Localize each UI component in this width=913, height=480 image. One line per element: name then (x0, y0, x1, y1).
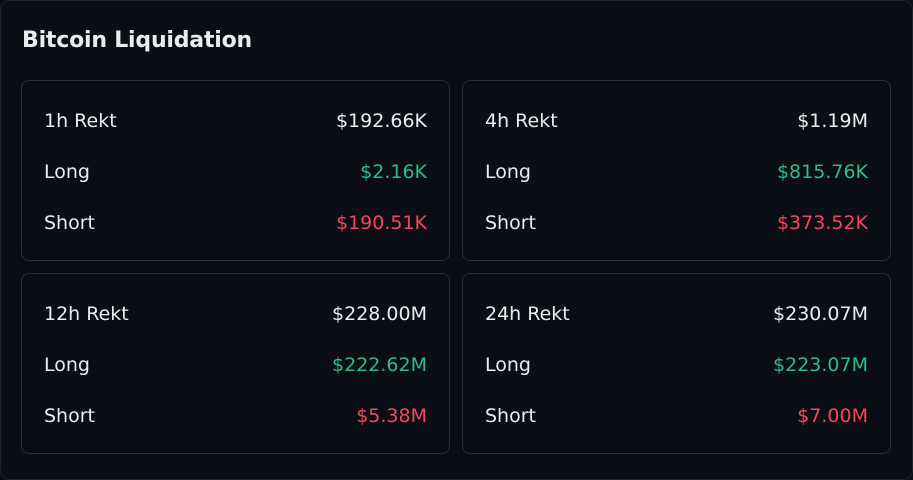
panel-title: Bitcoin Liquidation (22, 28, 252, 53)
short-label: Short (44, 212, 95, 234)
liquidation-card-24h: 24h Rekt $230.07M Long $223.07M Short $7… (462, 273, 891, 454)
short-label: Short (44, 405, 95, 427)
long-value: $815.76K (776, 161, 868, 183)
short-row: Short $5.38M (44, 402, 427, 430)
long-label: Long (44, 161, 90, 183)
short-value: $5.38M (356, 405, 427, 427)
liquidation-card-12h: 12h Rekt $228.00M Long $222.62M Short $5… (21, 273, 450, 454)
total-row: 24h Rekt $230.07M (485, 300, 868, 328)
long-value: $2.16K (360, 161, 427, 183)
long-value: $223.07M (773, 354, 868, 376)
short-label: Short (485, 212, 536, 234)
liquidation-card-4h: 4h Rekt $1.19M Long $815.76K Short $373.… (462, 80, 891, 261)
total-value: $228.00M (332, 303, 427, 325)
short-row: Short $7.00M (485, 402, 868, 430)
long-row: Long $223.07M (485, 351, 868, 379)
long-label: Long (485, 354, 531, 376)
long-label: Long (44, 354, 90, 376)
total-row: 1h Rekt $192.66K (44, 107, 427, 135)
total-value: $230.07M (773, 303, 868, 325)
long-row: Long $2.16K (44, 158, 427, 186)
period-label: 24h Rekt (485, 303, 570, 325)
short-value: $190.51K (335, 212, 427, 234)
short-value: $7.00M (797, 405, 868, 427)
short-row: Short $190.51K (44, 209, 427, 237)
period-label: 12h Rekt (44, 303, 129, 325)
short-row: Short $373.52K (485, 209, 868, 237)
long-row: Long $222.62M (44, 351, 427, 379)
long-label: Long (485, 161, 531, 183)
long-value: $222.62M (332, 354, 427, 376)
liquidation-card-1h: 1h Rekt $192.66K Long $2.16K Short $190.… (21, 80, 450, 261)
period-label: 1h Rekt (44, 110, 117, 132)
total-row: 12h Rekt $228.00M (44, 300, 427, 328)
short-value: $373.52K (776, 212, 868, 234)
short-label: Short (485, 405, 536, 427)
long-row: Long $815.76K (485, 158, 868, 186)
total-row: 4h Rekt $1.19M (485, 107, 868, 135)
total-value: $192.66K (335, 110, 427, 132)
period-label: 4h Rekt (485, 110, 558, 132)
total-value: $1.19M (797, 110, 868, 132)
